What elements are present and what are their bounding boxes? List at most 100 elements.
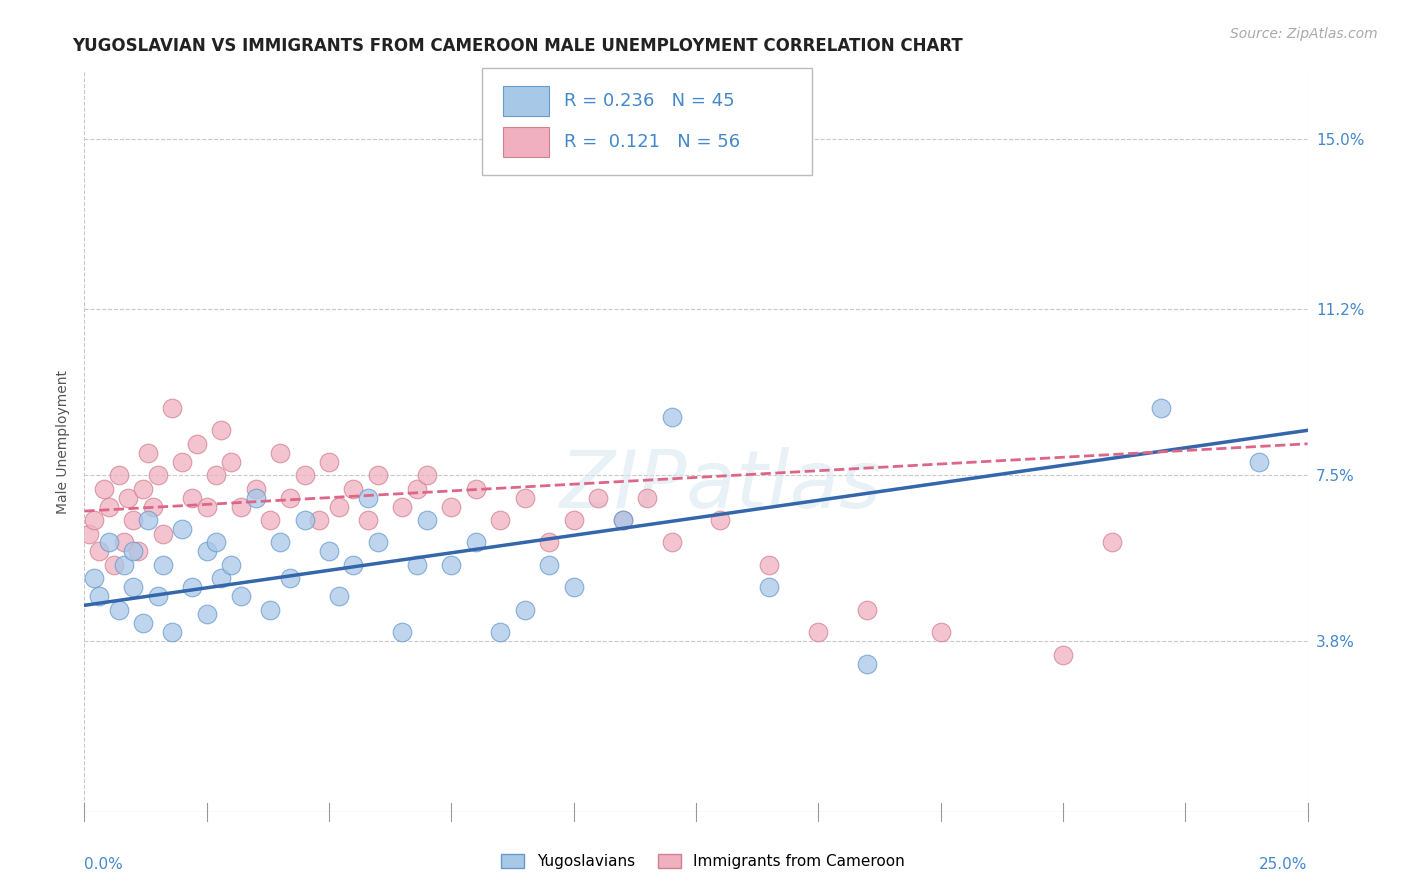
Y-axis label: Male Unemployment: Male Unemployment <box>56 369 70 514</box>
Point <box>122 580 145 594</box>
Point <box>856 603 879 617</box>
Point <box>83 513 105 527</box>
Point <box>1247 455 1270 469</box>
Point <box>294 468 316 483</box>
Point <box>929 625 952 640</box>
FancyBboxPatch shape <box>482 68 813 175</box>
Point <box>219 455 242 469</box>
Legend: Yugoslavians, Immigrants from Cameroon: Yugoslavians, Immigrants from Cameroon <box>495 848 911 875</box>
Point <box>318 544 340 558</box>
Point <box>146 590 169 604</box>
Point <box>464 535 486 549</box>
Point <box>357 513 380 527</box>
Point <box>181 580 204 594</box>
Point <box>294 513 316 527</box>
Point <box>636 491 658 505</box>
Point <box>172 522 194 536</box>
Point <box>205 535 228 549</box>
Point <box>367 535 389 549</box>
Point <box>219 558 242 572</box>
Point <box>1150 401 1173 415</box>
Point <box>107 603 129 617</box>
Point <box>661 409 683 424</box>
Point <box>269 446 291 460</box>
Point <box>406 558 429 572</box>
Point <box>136 513 159 527</box>
Point <box>758 580 780 594</box>
Point <box>308 513 330 527</box>
Point <box>122 544 145 558</box>
Point <box>152 526 174 541</box>
Point <box>538 535 561 549</box>
Point <box>440 558 463 572</box>
Text: R = 0.236   N = 45: R = 0.236 N = 45 <box>564 92 734 110</box>
Point <box>406 482 429 496</box>
Point <box>127 544 149 558</box>
Point <box>586 491 609 505</box>
Point <box>209 571 232 585</box>
Text: Source: ZipAtlas.com: Source: ZipAtlas.com <box>1230 27 1378 41</box>
Point <box>195 500 218 514</box>
Point <box>318 455 340 469</box>
Point <box>440 500 463 514</box>
Point <box>107 468 129 483</box>
Point <box>416 513 439 527</box>
Point <box>269 535 291 549</box>
Point <box>83 571 105 585</box>
Point <box>132 482 155 496</box>
Point <box>152 558 174 572</box>
Point <box>758 558 780 572</box>
Point <box>209 423 232 437</box>
Point <box>807 625 830 640</box>
Point <box>259 513 281 527</box>
Point <box>342 558 364 572</box>
Point <box>117 491 139 505</box>
Point <box>229 500 252 514</box>
Point <box>328 500 350 514</box>
Point <box>513 603 536 617</box>
Text: R =  0.121   N = 56: R = 0.121 N = 56 <box>564 133 740 151</box>
Point <box>195 544 218 558</box>
Point <box>136 446 159 460</box>
Point <box>391 625 413 640</box>
Point <box>464 482 486 496</box>
Point <box>97 535 120 549</box>
Text: ZIPatlas: ZIPatlas <box>560 447 882 525</box>
Point <box>186 437 208 451</box>
Point <box>856 657 879 671</box>
Point <box>103 558 125 572</box>
Text: 25.0%: 25.0% <box>1260 856 1308 871</box>
Point <box>367 468 389 483</box>
Point <box>181 491 204 505</box>
Point <box>162 625 184 640</box>
Point <box>278 571 301 585</box>
Point <box>97 500 120 514</box>
Point <box>195 607 218 622</box>
Point <box>93 482 115 496</box>
Point <box>77 526 100 541</box>
Point <box>278 491 301 505</box>
Point <box>132 616 155 631</box>
Point <box>562 580 585 594</box>
Point <box>245 482 267 496</box>
Point <box>112 535 135 549</box>
Point <box>562 513 585 527</box>
Point <box>205 468 228 483</box>
Point <box>229 590 252 604</box>
Point <box>709 513 731 527</box>
Text: YUGOSLAVIAN VS IMMIGRANTS FROM CAMEROON MALE UNEMPLOYMENT CORRELATION CHART: YUGOSLAVIAN VS IMMIGRANTS FROM CAMEROON … <box>72 37 963 54</box>
Point <box>162 401 184 415</box>
Point <box>112 558 135 572</box>
Point <box>391 500 413 514</box>
Point <box>87 544 110 558</box>
Point <box>328 590 350 604</box>
Bar <box>503 87 550 116</box>
Point <box>416 468 439 483</box>
Point <box>142 500 165 514</box>
Point <box>146 468 169 483</box>
Point <box>1052 648 1074 662</box>
Point <box>612 513 634 527</box>
Point <box>357 491 380 505</box>
Point <box>612 513 634 527</box>
Point <box>245 491 267 505</box>
